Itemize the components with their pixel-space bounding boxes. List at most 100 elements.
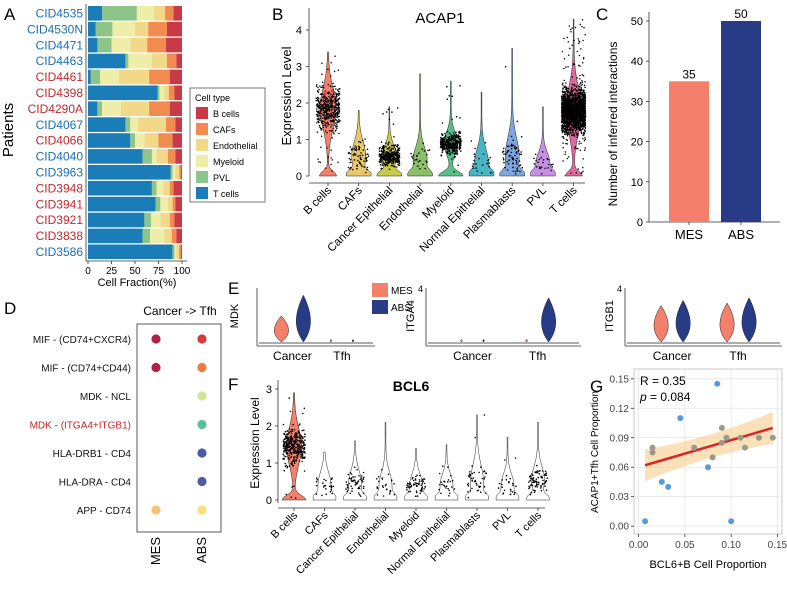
a-legend-label: B cells <box>213 109 240 119</box>
f-violin-point <box>301 447 304 449</box>
f-violin-point <box>483 486 486 488</box>
b-violin-point <box>366 156 368 159</box>
f-violin-point <box>294 456 296 458</box>
b-violin-point <box>396 107 399 109</box>
f-violin-point <box>347 473 350 476</box>
b-violin-point <box>391 147 393 150</box>
f-violin-point <box>478 485 480 488</box>
b-violin-point <box>327 99 329 101</box>
a-x-tick-label: 25 <box>106 266 118 277</box>
b-violin-point <box>563 37 565 40</box>
b-violin-point <box>584 147 586 149</box>
b-violin-point <box>363 160 365 162</box>
b-violin-point <box>331 102 334 105</box>
f-violin-point <box>289 452 292 455</box>
b-violin-point <box>578 103 580 106</box>
b-violin-point <box>328 95 330 98</box>
f-violin-point <box>347 489 349 492</box>
b-violin-point <box>337 94 340 96</box>
b-violin-point <box>584 33 586 36</box>
b-violin-point <box>568 105 570 107</box>
b-violin-point <box>573 121 576 123</box>
b-violin-point <box>323 97 326 99</box>
g-point <box>642 518 649 525</box>
f-violin-point <box>303 448 305 451</box>
a-bar-segment <box>88 53 126 69</box>
b-violin-point <box>327 156 329 158</box>
f-violin-point <box>325 493 328 496</box>
a-bar-segment <box>144 212 151 228</box>
f-violin-point <box>528 475 531 478</box>
f-violin-point <box>293 456 295 459</box>
b-violin-point <box>582 132 585 134</box>
f-violin-point <box>291 486 293 488</box>
f-violin-point <box>393 493 396 496</box>
f-y-axis-label: Expression Level <box>248 397 262 488</box>
f-violin-point <box>390 479 393 482</box>
b-violin-point <box>576 100 579 103</box>
b-violin-point <box>316 117 319 120</box>
a-category-label: CID4290A <box>28 102 83 116</box>
f-violin-point <box>304 433 306 436</box>
b-violin-point <box>331 170 333 172</box>
panel-letter-a: A <box>4 5 16 24</box>
b-violin-point <box>563 137 565 139</box>
f-violin-point <box>449 480 452 483</box>
b-violin-point <box>565 138 568 141</box>
b-violin-point <box>578 88 581 90</box>
b-violin-point <box>578 121 581 124</box>
b-violin-point <box>584 124 586 127</box>
b-violin-point <box>540 166 543 168</box>
b-violin-point <box>518 160 521 162</box>
b-violin-point <box>564 153 566 156</box>
b-violin-point <box>324 118 326 121</box>
f-violin-point <box>296 454 298 457</box>
a-bar-segment <box>88 244 173 260</box>
b-violin-point <box>319 117 322 120</box>
b-violin-point <box>382 162 385 164</box>
f-y-tick-label: 3 <box>266 384 272 396</box>
b-violin-point <box>355 149 358 152</box>
b-violin-point <box>583 140 586 142</box>
b-violin-point <box>442 137 445 140</box>
b-violin-point <box>510 151 513 154</box>
f-y-tick-label: 0 <box>266 495 272 507</box>
d-column-label: MES <box>148 537 163 566</box>
b-violin-point <box>451 158 453 160</box>
b-violin-point <box>574 145 577 148</box>
f-violin-point <box>534 471 536 473</box>
b-violin-point <box>334 130 337 132</box>
f-violin-point <box>285 493 288 496</box>
b-violin-point <box>327 91 330 93</box>
f-violin-point <box>467 496 470 499</box>
b-violin-point <box>582 75 585 77</box>
b-violin-point <box>583 116 586 119</box>
b-violin-point <box>519 164 522 166</box>
b-violin-point <box>349 152 351 155</box>
f-violin-point <box>537 476 540 479</box>
c-y-tick-label: 20 <box>631 137 643 149</box>
b-violin-point <box>335 126 337 128</box>
b-violin-point <box>457 164 460 167</box>
f-violin-point <box>290 447 293 450</box>
b-violin-point <box>581 111 584 113</box>
b-violin-point <box>379 164 382 166</box>
b-violin-point <box>384 164 387 167</box>
a-category-label: CID4066 <box>36 134 84 148</box>
b-violin-point <box>572 128 574 131</box>
b-violin-point <box>569 101 572 103</box>
d-dots <box>151 334 207 515</box>
a-bar-segment <box>102 6 137 21</box>
b-violin-point <box>567 91 570 93</box>
b-violin-point <box>581 102 584 104</box>
b-violin-point <box>533 157 535 160</box>
b-violin-point <box>503 153 505 155</box>
a-bar-segment <box>151 53 167 69</box>
g-y-tick-label: 0.03 <box>610 492 630 503</box>
b-violin-point <box>328 123 330 126</box>
f-violin-point <box>479 491 482 494</box>
b-violin-point <box>331 95 333 98</box>
b-violin-point <box>574 106 576 109</box>
b-violin-point <box>382 155 385 157</box>
